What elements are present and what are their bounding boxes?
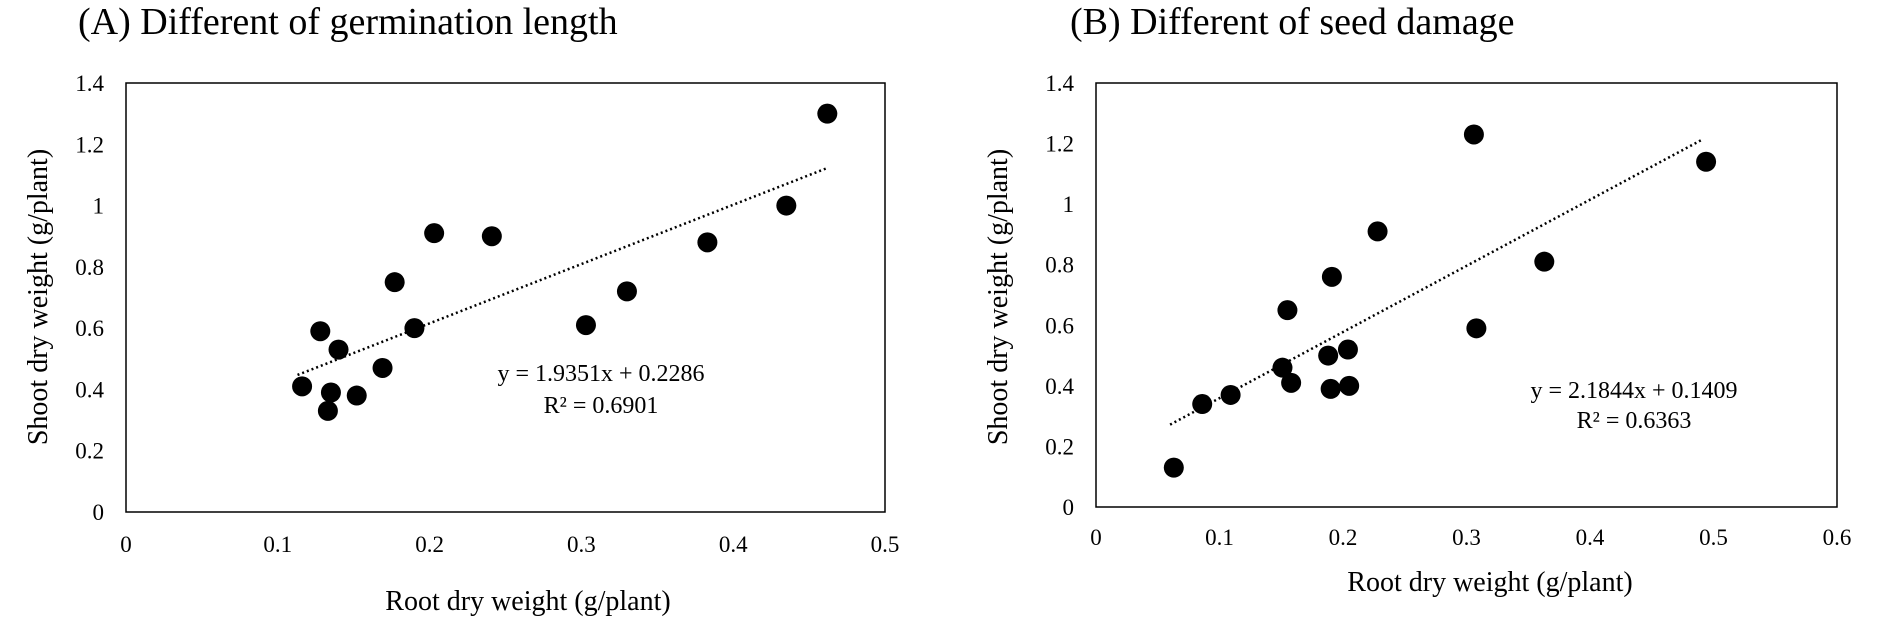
chart-a-points: [292, 103, 838, 421]
chart-b-data-point: [1321, 266, 1342, 287]
chart-a-y-tick-label: 0.2: [75, 439, 104, 464]
chart-a-data-point: [424, 223, 445, 244]
chart-a-x-tick-label: 0.5: [871, 532, 900, 557]
chart-b-x-tick-label: 0.4: [1576, 525, 1605, 550]
chart-b-y-tick-label: 0.4: [1045, 374, 1074, 399]
chart-a-x-tick-label: 0.3: [567, 532, 596, 557]
chart-b-y-ticks: 0 0.2 0.4 0.6 0.8 1 1.2 1.4: [1045, 71, 1074, 520]
chart-a-data-point: [384, 272, 405, 293]
chart-a-x-tick-label: 0.4: [719, 532, 748, 557]
chart-b-x-axis-label: Root dry weight (g/plant): [1347, 567, 1632, 598]
chart-b-y-tick-label: 1.2: [1045, 132, 1074, 157]
chart-a-data-point: [310, 321, 331, 342]
chart-a-x-tick-label: 0.1: [263, 532, 292, 557]
chart-b-x-tick-label: 0.2: [1329, 525, 1358, 550]
chart-b-x-tick-label: 0.6: [1823, 525, 1852, 550]
chart-b-data-point: [1163, 457, 1184, 478]
chart-b-y-axis-label: Shoot dry weight (g/plant): [983, 149, 1014, 445]
chart-b-y-tick-label: 0.6: [1045, 313, 1074, 338]
chart-a-y-tick-label: 0: [93, 500, 105, 525]
chart-a-y-tick-label: 0.4: [75, 377, 104, 402]
chart-b-data-point: [1281, 372, 1302, 393]
chart-b-data-point: [1367, 221, 1388, 242]
chart-a-data-point: [575, 315, 596, 336]
chart-a-data-point: [328, 339, 349, 360]
chart-a-y-ticks: 0 0.2 0.4 0.6 0.8 1 1.2 1.4: [75, 71, 104, 525]
chart-b-y-tick-label: 0: [1063, 495, 1075, 520]
chart-b-data-point: [1463, 124, 1484, 145]
chart-b-data-point: [1318, 345, 1339, 366]
chart-a-data-point: [776, 195, 797, 216]
chart-b-data-point: [1466, 318, 1487, 339]
chart-a-data-point: [616, 281, 637, 302]
chart-b-data-point: [1192, 394, 1213, 415]
chart-a-data-point: [292, 376, 313, 397]
chart-a-x-tick-label: 0.2: [415, 532, 444, 557]
chart-b-y-tick-label: 0.2: [1045, 434, 1074, 459]
chart-b-y-tick-label: 1: [1063, 192, 1075, 217]
chart-b-r2: R² = 0.6363: [1577, 408, 1692, 434]
chart-a-y-tick-label: 1.4: [75, 71, 104, 96]
chart-b-y-tick-label: 0.8: [1045, 253, 1074, 278]
chart-b-equation: y = 2.1844x + 0.1409: [1530, 378, 1737, 404]
chart-b-data-point: [1277, 300, 1298, 321]
chart-a-data-point: [372, 357, 393, 378]
chart-b-plot-area: [1095, 82, 1838, 508]
chart-b-x-tick-label: 0.1: [1205, 525, 1234, 550]
chart-a-data-point: [317, 400, 338, 421]
chart-b-x-tick-label: 0.3: [1452, 525, 1481, 550]
chart-a-r2: R² = 0.6901: [544, 393, 659, 419]
chart-b-trendline: [1169, 139, 1702, 426]
chart-b: (B) Different of seed damage 00.20.40.60…: [983, 1, 1851, 598]
chart-a-data-point: [697, 232, 718, 253]
chart-b-x-tick-label: 0.5: [1699, 525, 1728, 550]
chart-b-title: (B) Different of seed damage: [1070, 1, 1515, 43]
chart-a-x-tick-label: 0: [120, 532, 132, 557]
chart-a-data-point: [404, 318, 425, 339]
chart-a-y-tick-label: 1: [93, 194, 105, 219]
chart-a-y-tick-label: 1.2: [75, 132, 104, 157]
chart-a-x-ticks: 0 0.1 0.2 0.3 0.4 0.5: [120, 532, 899, 557]
chart-b-points: [1163, 124, 1717, 478]
chart-a-y-tick-label: 0.6: [75, 316, 104, 341]
chart-a-data-point: [481, 226, 502, 247]
chart-b-data-point: [1272, 357, 1293, 378]
chart-a-y-axis-label: Shoot dry weight (g/plant): [23, 149, 54, 445]
chart-b-data-point: [1534, 251, 1555, 272]
chart-a-data-point: [346, 385, 367, 406]
chart-a: (A) Different of germination length 0 0.2…: [23, 1, 899, 617]
chart-a-equation: y = 1.9351x + 0.2286: [497, 361, 704, 387]
chart-a-x-axis-label: Root dry weight (g/plant): [385, 586, 670, 617]
chart-a-data-point: [817, 103, 838, 124]
chart-b-data-point: [1339, 375, 1360, 396]
chart-b-y-tick-label: 1.4: [1045, 71, 1074, 96]
chart-b-data-point: [1696, 151, 1717, 172]
chart-b-data-point: [1220, 384, 1241, 405]
chart-b-x-tick-label: 0: [1090, 525, 1102, 550]
chart-b-data-point: [1320, 378, 1341, 399]
chart-a-y-tick-label: 0.8: [75, 255, 104, 280]
chart-a-data-point: [320, 382, 341, 403]
chart-b-data-point: [1337, 339, 1358, 360]
chart-b-x-ticks: 0 0.1 0.2 0.3 0.4 0.5 0.6: [1090, 525, 1851, 550]
chart-a-trendline: [297, 166, 828, 377]
chart-a-title: (A) Different of germination length: [78, 1, 618, 43]
chart-a-plot-area: [125, 82, 886, 513]
